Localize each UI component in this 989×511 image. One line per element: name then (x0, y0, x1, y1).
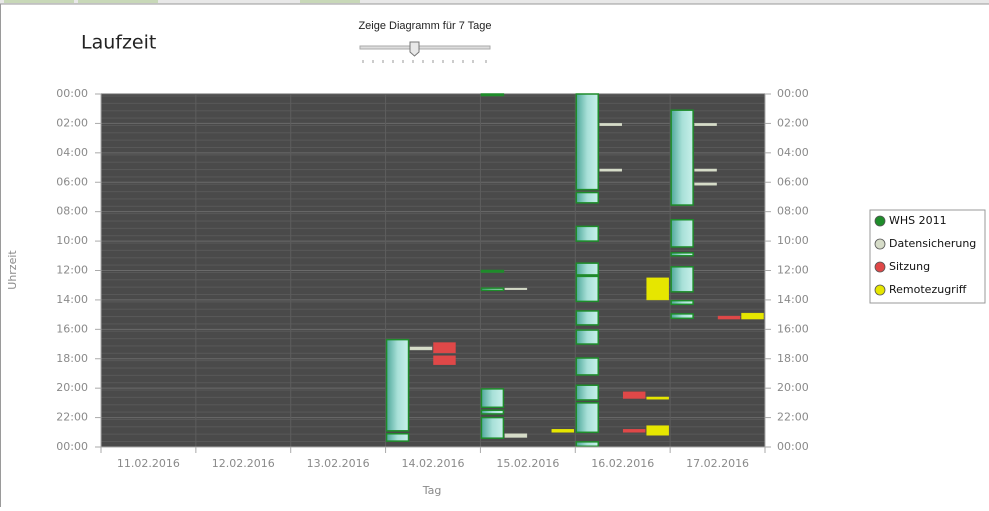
y2-tick-label: 06:00 (777, 175, 809, 188)
range-bar (717, 315, 741, 320)
x-tick-label: 14.02.2016 (402, 457, 465, 470)
range-bar (599, 168, 622, 172)
range-bar (480, 93, 505, 97)
range-bar (575, 384, 599, 401)
legend-label: WHS 2011 (889, 214, 947, 227)
y-tick-label: 22:00 (56, 411, 88, 424)
y2-tick-label: 00:00 (777, 440, 809, 453)
range-bar (646, 277, 669, 301)
range-bar (670, 252, 694, 257)
y-tick-label: 14:00 (56, 293, 88, 306)
x-tick-label: 11.02.2016 (117, 457, 180, 470)
y-tick-label: 20:00 (56, 381, 88, 394)
x-tick-label: 16.02.2016 (591, 457, 654, 470)
range-bar (575, 191, 599, 204)
y2-tick-label: 08:00 (777, 205, 809, 218)
range-bar (480, 416, 505, 439)
x-tick-label: 13.02.2016 (307, 457, 370, 470)
y-tick-label: 10:00 (56, 234, 88, 247)
range-bar (646, 396, 669, 400)
range-bar (575, 329, 599, 345)
range-bar (575, 93, 599, 191)
y2-tick-label: 16:00 (777, 322, 809, 335)
y2-tick-label: 22:00 (777, 411, 809, 424)
slider-ticks (362, 60, 487, 63)
y2-tick-label: 18:00 (777, 352, 809, 365)
y-axis-title: Uhrzeit (6, 250, 19, 290)
legend-label: Sitzung (889, 260, 930, 273)
legend-label: Remotezugriff (889, 283, 967, 296)
slider-thumb[interactable] (409, 41, 420, 57)
range-bar (409, 346, 433, 351)
x-tick-label: 12.02.2016 (212, 457, 275, 470)
y-tick-label: 00:00 (56, 87, 88, 100)
y-tick-label: 06:00 (56, 175, 88, 188)
range-bar (575, 441, 599, 448)
range-bar (480, 287, 505, 292)
range-bar (575, 262, 599, 276)
legend (869, 209, 986, 304)
y-tick-label: 08:00 (56, 205, 88, 218)
range-bar (480, 409, 505, 415)
legend-marker (874, 238, 886, 250)
range-bar (694, 123, 717, 126)
range-bar (670, 266, 694, 293)
range-bar (622, 391, 646, 399)
x-axis-title: Tag (422, 484, 442, 497)
slider-track[interactable] (359, 45, 491, 50)
range-bar (433, 355, 456, 365)
range-bar (385, 433, 410, 442)
y2-tick-label: 10:00 (777, 234, 809, 247)
range-bar (433, 342, 456, 354)
range-bar (575, 357, 599, 376)
x-tick-label: 15.02.2016 (496, 457, 559, 470)
range-bar (670, 109, 694, 206)
range-bar (575, 402, 599, 434)
y-tick-label: 12:00 (56, 264, 88, 277)
y2-tick-label: 14:00 (777, 293, 809, 306)
y-tick-label: 16:00 (56, 322, 88, 335)
range-bar (741, 312, 764, 320)
y2-tick-label: 00:00 (777, 87, 809, 100)
tab[interactable] (78, 0, 158, 3)
range-bar (480, 388, 505, 409)
x-tick-label: 17.02.2016 (686, 457, 749, 470)
y2-tick-label: 12:00 (777, 264, 809, 277)
y-tick-label: 00:00 (56, 440, 88, 453)
y-tick-label: 18:00 (56, 352, 88, 365)
range-bar (622, 429, 646, 433)
range-bar (599, 123, 622, 126)
range-bar (385, 338, 410, 432)
y2-tick-label: 04:00 (777, 146, 809, 159)
range-bar (575, 275, 599, 303)
range-bar (551, 429, 575, 433)
tab[interactable] (300, 0, 360, 3)
y2-tick-label: 02:00 (777, 116, 809, 129)
slider-label: Zeige Diagramm für 7 Tage (358, 20, 491, 32)
tab[interactable] (4, 0, 74, 3)
range-bar (670, 299, 694, 306)
range-bar (694, 168, 717, 172)
range-bar (694, 182, 717, 186)
legend-label: Datensicherung (889, 237, 976, 250)
legend-marker (874, 284, 886, 296)
legend-marker (874, 261, 886, 273)
tab-strip (0, 0, 989, 4)
range-bar (646, 425, 669, 436)
range-bar (575, 310, 599, 326)
slider[interactable] (359, 41, 491, 63)
range-bar (670, 219, 694, 248)
range-bar (504, 287, 528, 290)
y2-tick-label: 20:00 (777, 381, 809, 394)
range-bar (575, 225, 599, 242)
y-tick-label: 02:00 (56, 116, 88, 129)
range-bar (504, 433, 528, 438)
chart-title: Laufzeit (81, 32, 156, 54)
range-bar (670, 313, 694, 320)
y-tick-label: 04:00 (56, 146, 88, 159)
range-bar (480, 269, 505, 273)
legend-marker (874, 215, 886, 227)
